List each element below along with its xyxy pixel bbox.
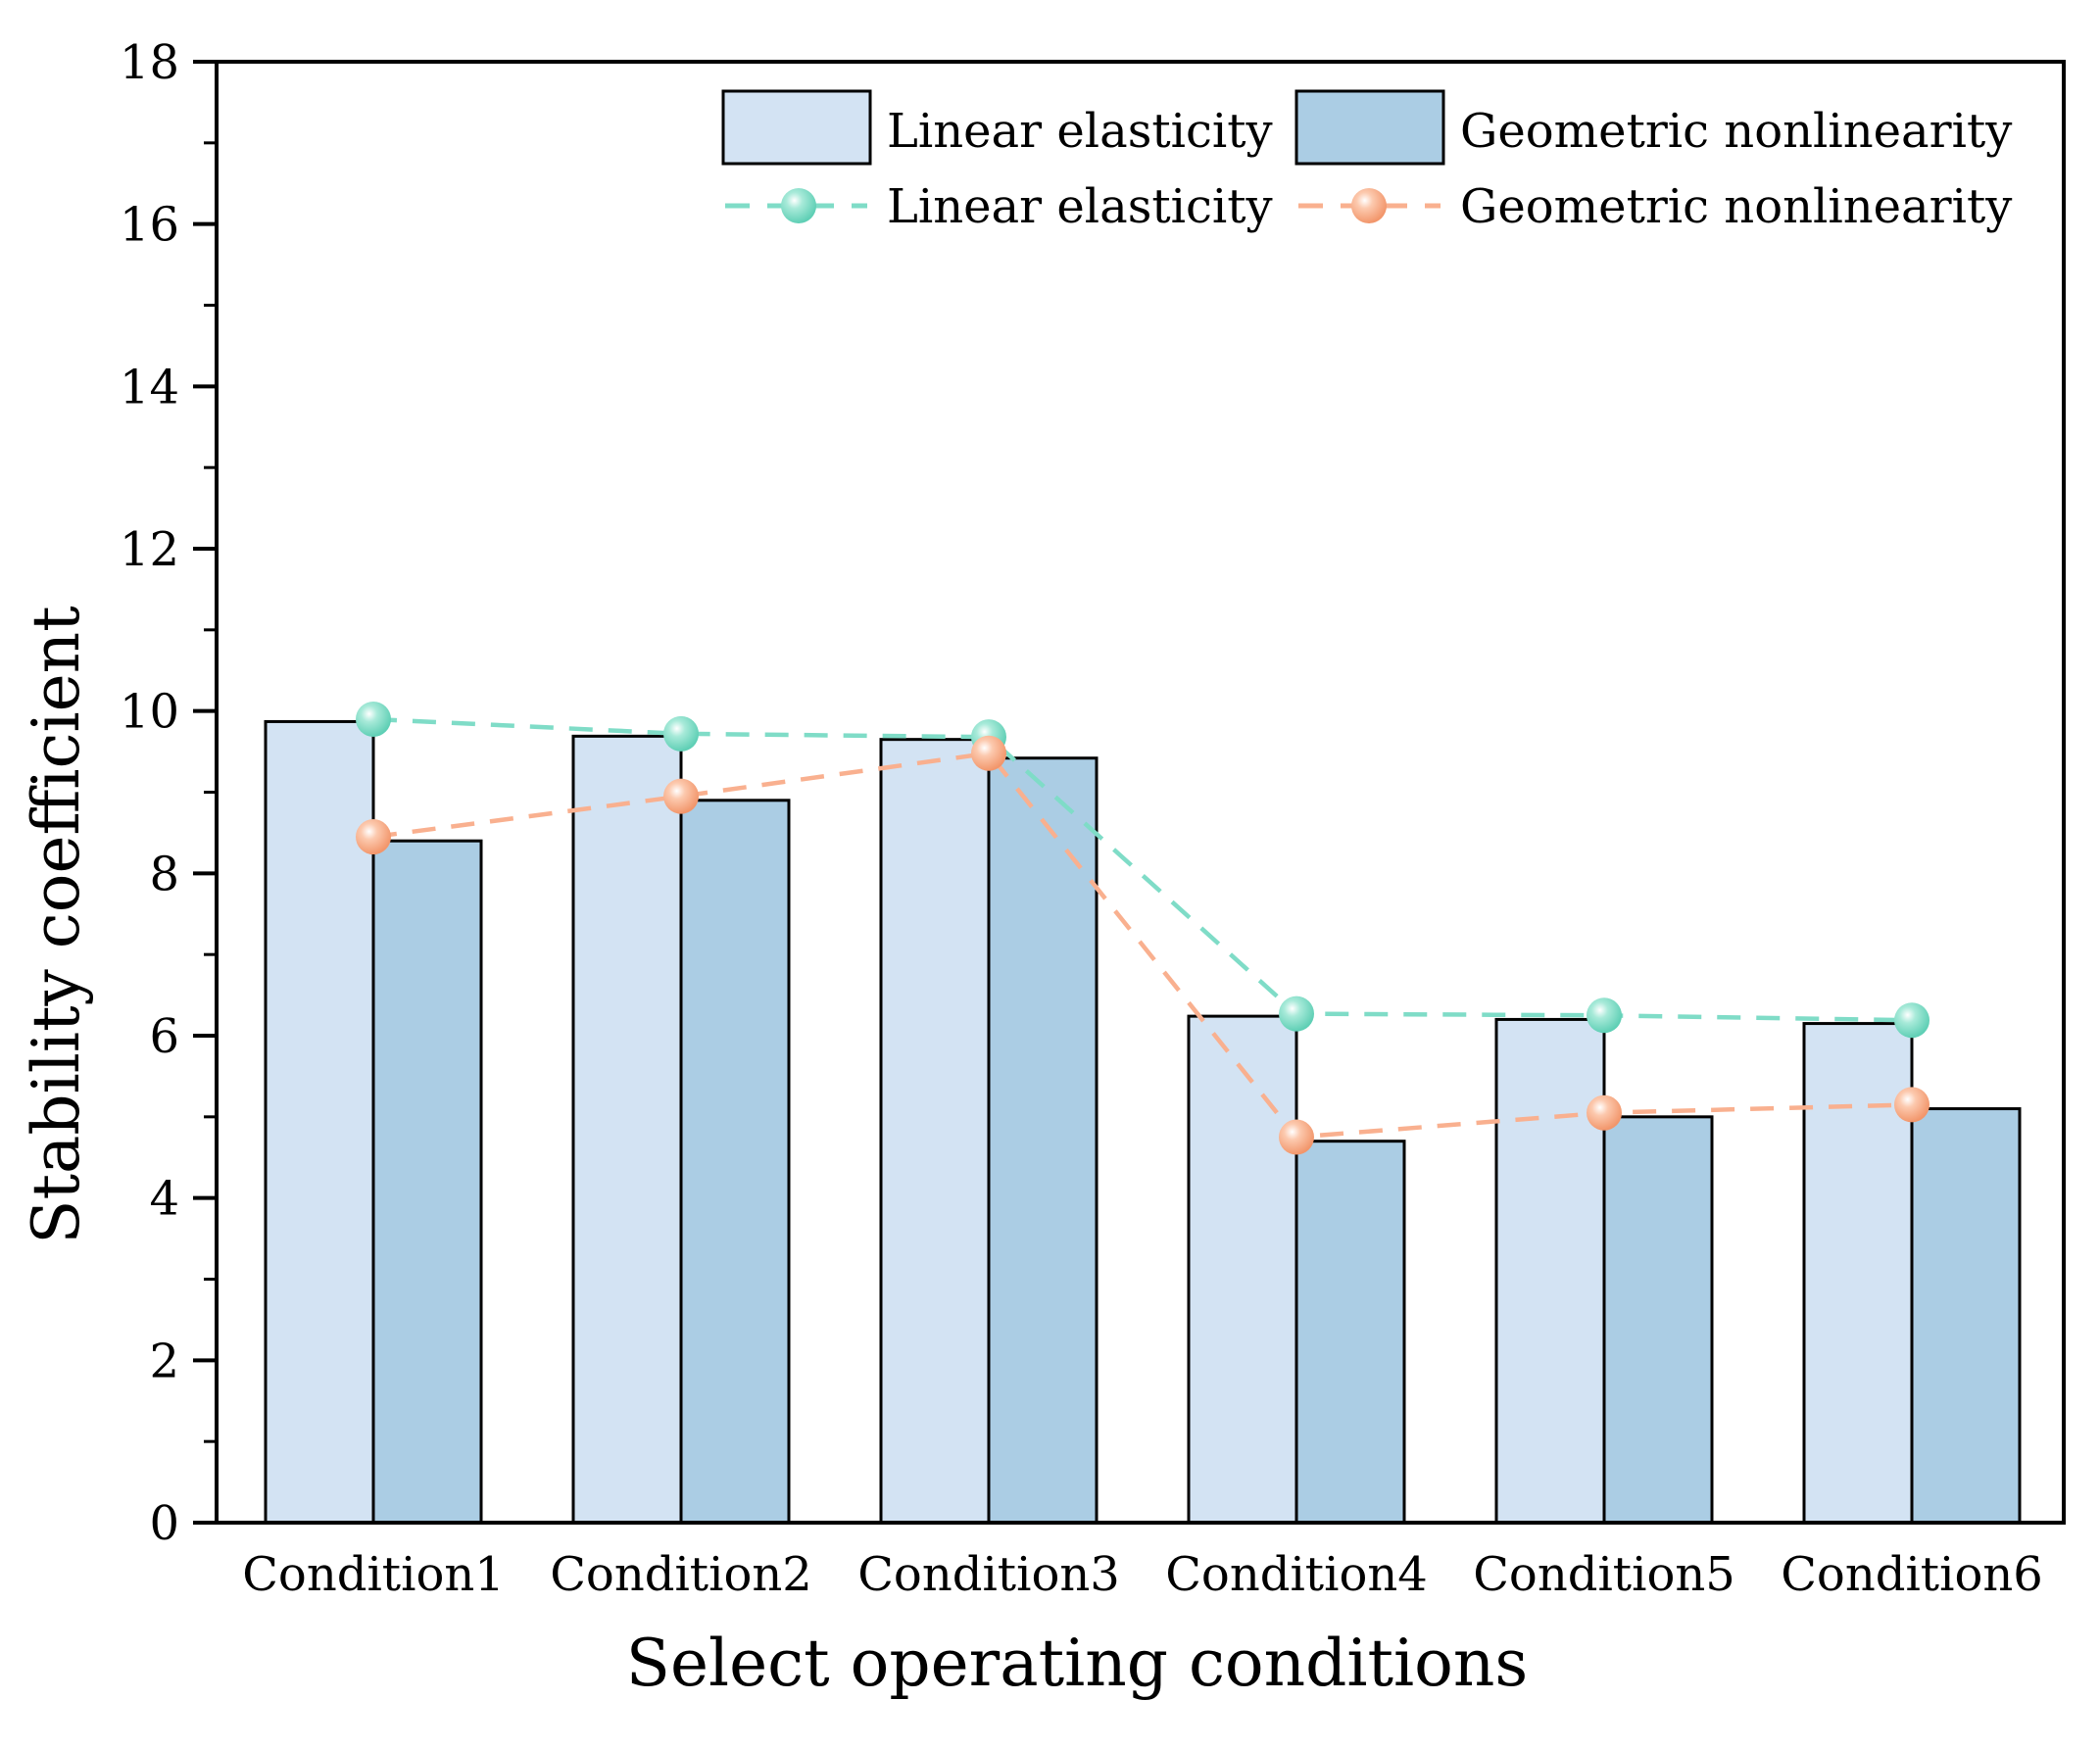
bar-linear-elasticity-condition3 (879, 738, 991, 1525)
legend-swatch-bar-linear (721, 89, 872, 166)
marker-linear-elasticity-condition2 (663, 715, 699, 752)
y-tick-label-18: 18 (120, 35, 179, 90)
plot-frame (215, 60, 2066, 1525)
bar-linear-elasticity-condition4 (1187, 1014, 1298, 1525)
legend-label-line-linear: Linear elasticity (887, 179, 1273, 234)
x-tick-label-condition6: Condition6 (1781, 1547, 2043, 1602)
y-tick-label-14: 14 (120, 360, 179, 414)
y-tick-label-16: 16 (120, 198, 179, 253)
bar-geometric-nonlinearity-condition5 (1602, 1115, 1714, 1525)
y-tick-label-4: 4 (149, 1172, 179, 1227)
line-linear-elasticity (372, 716, 1913, 1023)
y-tick-label-6: 6 (149, 1009, 179, 1064)
legend-marker-geometric (1351, 188, 1387, 223)
bar-linear-elasticity-condition5 (1494, 1017, 1606, 1525)
legend-label-line-geometric: Geometric nonlinearity (1460, 179, 2012, 234)
y-tick-label-0: 0 (149, 1496, 179, 1551)
bar-linear-elasticity-condition6 (1802, 1022, 1914, 1525)
x-tick-label-condition2: Condition2 (550, 1547, 812, 1602)
marker-geometric-nonlinearity-condition3 (971, 735, 1006, 771)
marker-linear-elasticity-condition6 (1894, 1002, 1929, 1039)
legend-swatch-bar-geometric (1294, 89, 1445, 166)
marker-geometric-nonlinearity-condition5 (1587, 1094, 1622, 1131)
x-axis-title: Select operating conditions (626, 1626, 1529, 1701)
bar-geometric-nonlinearity-condition1 (371, 839, 483, 1525)
x-tick-label-condition3: Condition3 (857, 1547, 1120, 1602)
bar-geometric-nonlinearity-condition2 (679, 799, 791, 1525)
line-geometric-nonlinearity (372, 751, 1913, 1140)
marker-geometric-nonlinearity-condition6 (1894, 1087, 1929, 1123)
legend-marker-linear (781, 188, 816, 223)
y-tick-label-10: 10 (120, 685, 179, 740)
marker-linear-elasticity-condition4 (1279, 996, 1314, 1032)
x-tick-label-condition5: Condition5 (1473, 1547, 1735, 1602)
marker-geometric-nonlinearity-condition4 (1279, 1119, 1314, 1155)
x-tick-label-condition4: Condition4 (1165, 1547, 1428, 1602)
marker-geometric-nonlinearity-condition2 (663, 778, 699, 814)
bar-geometric-nonlinearity-condition3 (987, 756, 1099, 1525)
lines-layer (356, 701, 1929, 1155)
axes-layer: 0 2 4 6 8 10 12 14 16 18 Condition1 Condition2 Condi… (120, 35, 2066, 1602)
bars-layer (264, 719, 2022, 1525)
x-tick-label-condition1: Condition1 (242, 1547, 505, 1602)
bar-geometric-nonlinearity-condition6 (1910, 1107, 2022, 1525)
legend-label-bar-geometric: Geometric nonlinearity (1460, 104, 2012, 159)
legend: Linear elasticity Geometric nonlinearity… (721, 89, 2012, 234)
marker-linear-elasticity-condition5 (1587, 997, 1622, 1034)
y-tick-label-8: 8 (149, 847, 179, 901)
marker-linear-elasticity-condition1 (356, 701, 391, 737)
bar-linear-elasticity-condition2 (571, 734, 683, 1525)
bar-geometric-nonlinearity-condition4 (1294, 1140, 1406, 1525)
marker-geometric-nonlinearity-condition1 (356, 819, 391, 855)
y-tick-label-12: 12 (120, 522, 179, 577)
y-axis-title: Stability coefficient (19, 606, 94, 1243)
y-tick-label-2: 2 (149, 1334, 179, 1388)
legend-label-bar-linear: Linear elasticity (887, 104, 1273, 159)
bar-linear-elasticity-condition1 (264, 719, 375, 1525)
